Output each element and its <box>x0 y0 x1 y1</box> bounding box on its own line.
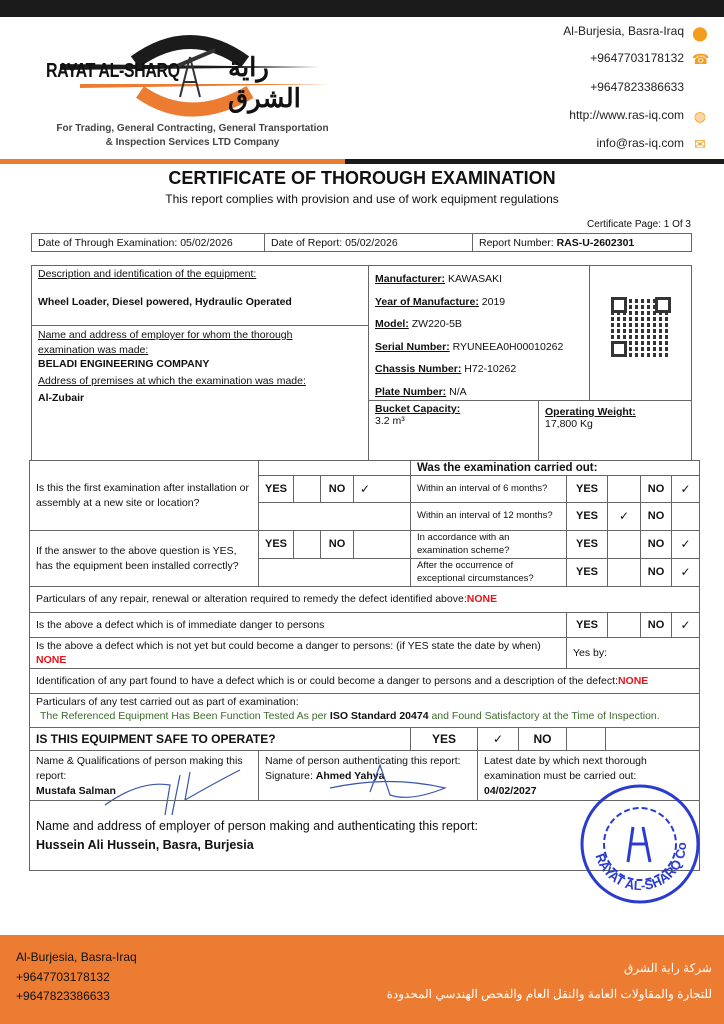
installed-correctly-question: If the answer to the above question is Y… <box>29 530 259 587</box>
safe-to-operate-question: IS THIS EQUIPMENT SAFE TO OPERATE? <box>29 727 411 751</box>
interval-no-box[interactable]: ✓ <box>671 558 700 587</box>
signature-mustafa-icon <box>104 769 241 816</box>
interval-no[interactable]: NO <box>640 475 672 503</box>
q2-no-box[interactable] <box>353 530 411 559</box>
first-exam-question: Is this the first examination after inst… <box>29 460 259 531</box>
repair-particulars: Particulars of any repair, renewal or al… <box>29 586 700 613</box>
interval-label: Within an interval of 6 months? <box>410 475 567 503</box>
interval-yes[interactable]: YES <box>566 558 608 587</box>
yes-by-field[interactable]: Yes by: <box>566 637 700 669</box>
safe-no[interactable]: NO <box>518 727 567 751</box>
footer-tagline-ar: للتجارة والمقاولات العامة والنقل العام و… <box>386 987 712 1001</box>
equipment-specs: Manufacturer: KAWASAKI Year of Manufactu… <box>375 273 564 398</box>
interval-yes-box[interactable] <box>607 558 641 587</box>
footer-address: Al-Burjesia, Basra-Iraq <box>16 950 137 964</box>
immediate-danger-question: Is the above a defect which is of immedi… <box>29 612 567 638</box>
carried-out-heading: Was the examination carried out: <box>410 460 700 476</box>
interval-yes-box[interactable] <box>607 530 641 559</box>
company-stamp-icon: RAYAT AL-SHARQ Co. <box>578 782 700 904</box>
safe-no-box[interactable] <box>566 727 606 751</box>
employer-name: BELADI ENGINEERING COMPANY <box>38 358 210 370</box>
interval-yes[interactable]: YES <box>566 530 608 559</box>
contact-website[interactable]: http://www.ras-iq.com <box>569 108 684 122</box>
safe-yes[interactable]: YES <box>410 727 478 751</box>
company-name-en: RAYAT AL-SHARQ <box>46 60 180 82</box>
label: Address of premises at which the examina… <box>38 375 306 387</box>
interval-yes-box[interactable] <box>607 475 641 503</box>
qr-code-icon[interactable] <box>611 297 671 357</box>
globe-icon: ◍ <box>693 108 707 124</box>
label: Description and identification of the eq… <box>38 268 257 280</box>
gear-logo-icon <box>60 35 330 117</box>
tagline: & Inspection Services LTD Company <box>105 136 280 148</box>
next-exam-date: Latest date by which next thorough exami… <box>477 750 700 801</box>
interval-no-box[interactable]: ✓ <box>671 475 700 503</box>
interval-no-box[interactable]: ✓ <box>671 530 700 559</box>
exam-date: Date of Through Examination: 05/02/2026 <box>31 233 265 252</box>
report-date: Date of Report: 05/02/2026 <box>264 233 473 252</box>
report-authenticator: Name of person authenticating this repor… <box>258 750 478 801</box>
label: Bucket Capacity: <box>375 403 461 415</box>
immediate-yes-box[interactable] <box>607 612 641 638</box>
future-danger-question: Is the above a defect which is not yet b… <box>29 637 567 669</box>
label: Name and address of employer for whom th… <box>38 329 293 357</box>
page-number: Certificate Page: 1 Of 3 <box>587 219 691 230</box>
q2-yes-box[interactable] <box>293 530 321 559</box>
page-subtitle: This report complies with provision and … <box>165 192 559 206</box>
top-bar <box>0 0 724 17</box>
page-title: CERTIFICATE OF THOROUGH EXAMINATION <box>168 168 556 188</box>
footer: Al-Burjesia, Basra-Iraq +9647703178132 +… <box>0 935 724 1024</box>
report-number: Report Number: RAS-U-2602301 <box>472 233 692 252</box>
interval-yes[interactable]: YES <box>566 502 608 531</box>
q2-yes[interactable]: YES <box>258 530 294 559</box>
immediate-no-checkmark[interactable]: ✓ <box>671 612 700 638</box>
safe-yes-checkmark[interactable]: ✓ <box>477 727 519 751</box>
test-particulars: Particulars of any test carried out as p… <box>29 693 700 728</box>
svg-text:RAYAT AL-SHARQ Co.: RAYAT AL-SHARQ Co. <box>578 782 689 893</box>
location-pin-icon: ⬤ <box>692 25 708 41</box>
premises: Al-Zubair <box>38 392 85 404</box>
company-name-ar: راية الشرق <box>228 52 301 113</box>
interval-no[interactable]: NO <box>640 530 672 559</box>
report-employer: Name and address of employer of person m… <box>29 800 700 871</box>
interval-label: Within an interval of 12 months? <box>410 502 567 531</box>
contact-email[interactable]: info@ras-iq.com <box>596 136 684 150</box>
footer-phone: +9647703178132 <box>16 969 110 984</box>
envelope-icon: ✉ <box>694 136 706 152</box>
tagline: For Trading, General Contracting, Genera… <box>56 123 329 134</box>
divider-orange <box>0 159 345 164</box>
bucket-capacity: 3.2 m³ <box>375 415 405 427</box>
label: Operating Weight: <box>545 406 636 418</box>
contact-phone: +9647703178132 <box>590 51 684 65</box>
q1-no[interactable]: NO <box>320 475 354 503</box>
interval-yes[interactable]: YES <box>566 475 608 503</box>
q1-no-checkmark[interactable]: ✓ <box>353 475 411 503</box>
contact-address: Al-Burjesia, Basra-Iraq <box>563 24 684 38</box>
footer-company-ar: شركة راية الشرق <box>623 961 712 975</box>
operating-weight: 17,800 Kg <box>545 418 593 430</box>
company-logo: RAYAT AL-SHARQ راية الشرق For Trading, G… <box>40 22 345 150</box>
defect-identification: Identification of any part found to have… <box>29 668 700 694</box>
interval-label: After the occurrence of exceptional circ… <box>410 558 567 587</box>
q1-yes[interactable]: YES <box>258 475 294 503</box>
contact-phone: +9647823386633 <box>590 80 684 94</box>
phone-icon: ☎ <box>692 51 710 67</box>
divider-dark <box>345 159 724 164</box>
interval-label: In accordance with an examination scheme… <box>410 530 567 559</box>
equipment-desc: Wheel Loader, Diesel powered, Hydraulic … <box>38 296 292 308</box>
q1-yes-box[interactable] <box>293 475 321 503</box>
immediate-yes[interactable]: YES <box>566 612 608 638</box>
footer-phone: +9647823386633 <box>16 989 110 1003</box>
interval-no[interactable]: NO <box>640 502 672 531</box>
interval-no[interactable]: NO <box>640 558 672 587</box>
immediate-no[interactable]: NO <box>640 612 672 638</box>
q2-no[interactable]: NO <box>320 530 354 559</box>
interval-no-box[interactable] <box>671 502 700 531</box>
signature-ahmed-icon <box>329 763 447 798</box>
interval-yes-box[interactable]: ✓ <box>607 502 641 531</box>
